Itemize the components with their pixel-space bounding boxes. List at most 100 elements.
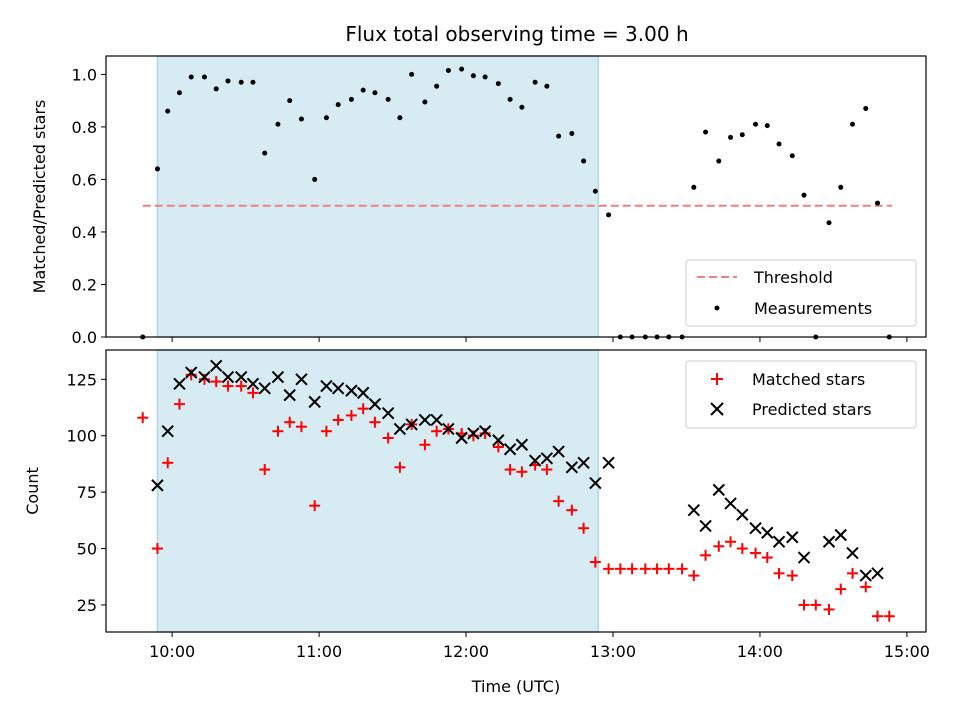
matched-star-point <box>394 461 406 473</box>
matched-star-point <box>603 563 615 575</box>
y-tick-label: 0.2 <box>72 275 97 294</box>
predicted-star-point <box>772 535 786 548</box>
legend-matched-label: Matched stars <box>752 370 865 389</box>
ratio-legend-box <box>685 259 917 327</box>
matched-star-point <box>860 581 872 593</box>
predicted-star-point <box>478 425 492 438</box>
predicted-star-point <box>331 382 345 395</box>
measurement-point <box>348 96 354 102</box>
measurement-point <box>176 90 182 96</box>
predicted-star-point <box>589 476 602 490</box>
predicted-star-point <box>198 370 211 384</box>
predicted-star-point <box>565 461 579 474</box>
predicted-star-point <box>687 503 701 517</box>
matched-star-point <box>713 540 725 552</box>
matched-star-point <box>872 610 884 622</box>
measurement-point <box>764 123 770 129</box>
matched-star-point <box>272 425 284 437</box>
measurement-point <box>507 96 513 102</box>
predicted-star-point <box>797 551 811 564</box>
matched-star-point <box>798 599 810 611</box>
matched-star-point <box>541 464 553 476</box>
legend-measurements-label: Measurements <box>754 299 872 318</box>
measurement-point <box>691 184 697 190</box>
legend-matched-swatch <box>711 373 723 385</box>
matched-star-point <box>295 421 307 433</box>
predicted-star-point <box>492 434 505 447</box>
predicted-star-point <box>405 418 418 431</box>
matched-star-point <box>382 432 394 444</box>
predicted-star-point <box>442 422 455 436</box>
predicted-star-point <box>724 497 737 510</box>
count-panel-frame <box>105 349 927 633</box>
count-legend-box <box>685 360 917 429</box>
predicted-star-point <box>749 522 762 535</box>
predicted-star-point <box>455 431 468 445</box>
x-tick-label: 11:00 <box>296 642 342 661</box>
predicted-star-point <box>393 422 407 436</box>
matched-star-point <box>332 414 344 426</box>
predicted-star-point <box>151 479 164 492</box>
count-x-axis-label: Time (UTC) <box>471 677 560 696</box>
matched-star-point <box>210 376 222 388</box>
measurement-point <box>716 158 722 164</box>
y-tick-label: 25 <box>77 596 97 615</box>
predicted-star-point <box>246 377 260 391</box>
y-tick-label: 0.0 <box>72 328 97 347</box>
matched-star-point <box>736 543 748 555</box>
legend-threshold-label: Threshold <box>753 268 833 287</box>
measurement-point <box>397 115 403 121</box>
measurement-point <box>482 74 488 80</box>
predicted-star-point <box>345 384 358 397</box>
matched-star-point <box>431 425 443 437</box>
ratio-panel: 0.0 0.2 0.4 0.6 0.8 1.0 Matched/Predicted sta… <box>30 55 927 347</box>
y-tick-label: 0.8 <box>72 118 97 137</box>
y-tick-label: 0.4 <box>72 223 97 242</box>
matched-star-point <box>823 603 835 615</box>
count-y-axis: 25 50 75 100 125 <box>66 370 106 615</box>
measurement-point <box>154 166 160 172</box>
matched-star-point <box>309 500 321 512</box>
matched-star-point <box>345 409 357 421</box>
measurement-point <box>262 150 268 156</box>
measurement-point <box>789 153 795 159</box>
matched-star-point <box>614 563 626 575</box>
matched-star-point <box>786 570 798 582</box>
predicted-star-point <box>515 438 529 451</box>
matched-star-point <box>259 464 271 476</box>
matched-star-point <box>247 387 259 399</box>
measurement-point <box>459 66 465 72</box>
ratio-legend: Threshold Measurements <box>685 259 917 327</box>
matched-star-point <box>162 457 174 469</box>
predicted-star-point <box>381 406 395 420</box>
predicted-star-point <box>221 370 235 384</box>
matched-star-point <box>725 536 737 548</box>
measurement-point <box>422 99 428 105</box>
matched-star-point <box>810 599 822 611</box>
predicted-star-point <box>295 373 308 386</box>
measurement-point <box>838 184 844 190</box>
legend-predicted-label: Predicted stars <box>752 400 872 419</box>
count-shaded-span <box>156 349 600 633</box>
matched-star-point <box>651 563 663 575</box>
x-tick-label: 12:00 <box>443 642 489 661</box>
legend-predicted-swatch <box>710 402 724 416</box>
y-tick-label: 50 <box>77 540 97 559</box>
measurement-point <box>581 158 587 164</box>
ratio-y-axis-label: Matched/Predicted stars <box>30 100 49 294</box>
count-y-axis-label: Count <box>23 467 42 515</box>
measurement-point <box>592 188 598 194</box>
measurement-point <box>238 79 244 85</box>
measurement-point <box>312 176 318 182</box>
predicted-star-point <box>308 395 321 409</box>
predicted-star-point <box>712 483 726 497</box>
predicted-star-point <box>258 382 271 395</box>
predicted-star-point <box>356 386 370 400</box>
predicted-star-point <box>786 531 799 544</box>
x-tick-label: 15:00 <box>884 642 930 661</box>
predicted-star-point <box>834 528 847 542</box>
y-tick-label: 75 <box>77 483 97 502</box>
measurement-point <box>250 79 256 85</box>
measurement-point <box>850 121 856 127</box>
